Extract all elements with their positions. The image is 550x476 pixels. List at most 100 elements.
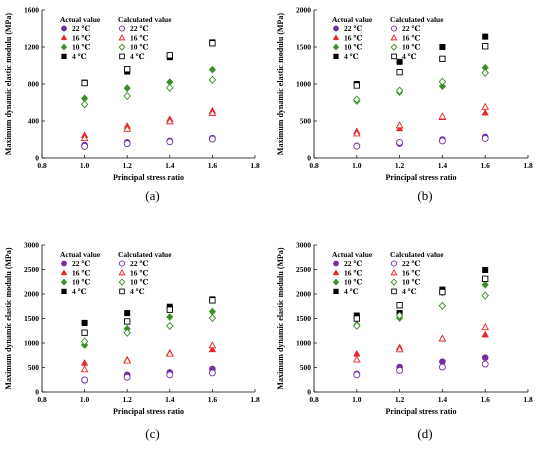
legend-label-calculated: 16 ℃	[130, 268, 148, 277]
legend-label-calculated: 10 ℃	[402, 43, 420, 52]
x-tick-label: 1.0	[80, 161, 90, 170]
legend-label-actual: 4 ℃	[72, 287, 87, 296]
data-point-calculated-16c	[438, 334, 447, 342]
legend-label-calculated: 22 ℃	[130, 24, 148, 33]
x-tick-label: 1.6	[208, 395, 218, 404]
chart-panel-a: 0.8 1.0 1.2 1.4 1.6 1.8 0 400 800 1200 1600 Princip…	[4, 6, 260, 203]
x-axis-title: Principal stress ratio	[113, 173, 184, 182]
data-point-calculated-4c	[439, 55, 446, 62]
panel-label: (d)	[417, 426, 432, 441]
y-tick-label: 400	[28, 117, 40, 126]
chart-panel-b: 0.8 1.0 1.2 1.4 1.6 1.8 0 500 1000 1500 2000 Princi…	[276, 6, 533, 203]
data-point-calculated-22c	[123, 140, 131, 148]
legend-marker-calculated	[390, 25, 398, 32]
data-point-calculated-16c	[165, 349, 174, 357]
data-point-calculated-10c	[208, 313, 217, 323]
y-tick-label: 2000	[24, 290, 39, 299]
legend-marker-calculated	[119, 53, 125, 60]
legend-label-actual: 4 ℃	[72, 52, 87, 61]
legend-marker-actual	[333, 288, 339, 295]
x-axis-title: Principal stress ratio	[386, 173, 457, 182]
data-point-calculated-4c	[209, 297, 216, 304]
x-tick-label: 1.8	[523, 161, 533, 170]
legend-marker-actual	[333, 53, 339, 60]
chart-panel-d: 0.8 1.0 1.2 1.4 1.6 1.8 0 500 1000 1500 2000 2500 30…	[276, 241, 533, 441]
data-point-calculated-10c	[481, 68, 489, 78]
data-point-calculated-22c	[353, 371, 361, 379]
legend-label-calculated: 22 ℃	[402, 259, 420, 268]
y-tick-label: 0	[307, 388, 311, 397]
x-tick-label: 1.0	[352, 161, 362, 170]
legend-marker-actual	[61, 53, 67, 60]
legend-marker-actual	[60, 278, 68, 286]
legend-marker-calculated	[390, 278, 398, 286]
legend-marker-actual	[61, 288, 67, 295]
legend-marker-actual	[332, 269, 340, 276]
data-point-calculated-22c	[438, 363, 446, 371]
legend-marker-actual	[332, 278, 340, 286]
legend-label-calculated: 22 ℃	[402, 24, 420, 33]
legend-title-calculated: Calculated value	[390, 15, 444, 24]
x-tick-label: 0.8	[37, 161, 47, 170]
data-point-calculated-16c	[208, 341, 217, 349]
x-tick-label: 1.4	[165, 161, 175, 170]
legend-marker-calculated	[390, 269, 398, 276]
x-tick-label: 1.4	[438, 395, 448, 404]
data-point-actual-10c	[208, 65, 216, 74]
x-tick-label: 1.2	[123, 161, 133, 170]
legend-label-actual: 10 ℃	[72, 43, 90, 52]
legend-marker-actual	[60, 269, 68, 276]
data-point-calculated-16c	[481, 323, 490, 331]
legend-title-calculated: Calculated value	[390, 250, 444, 259]
data-point-calculated-16c	[165, 117, 174, 125]
legend-title-calculated: Calculated value	[118, 250, 172, 259]
x-axis-title: Principal stress ratio	[113, 407, 184, 416]
data-point-calculated-4c	[396, 302, 403, 309]
data-point-actual-4c	[124, 310, 131, 317]
legend-marker-calculated	[390, 260, 398, 267]
x-tick-label: 1.4	[438, 161, 448, 170]
legend-label-actual: 16 ℃	[344, 33, 362, 42]
data-point-calculated-16c	[123, 124, 132, 132]
y-tick-label: 1500	[296, 314, 311, 323]
data-point-calculated-22c	[438, 137, 446, 145]
data-point-calculated-16c	[395, 121, 404, 129]
data-point-actual-16c	[353, 349, 361, 357]
x-tick-label: 1.0	[352, 395, 362, 404]
data-point-calculated-10c	[438, 301, 447, 310]
data-point-actual-10c	[481, 280, 489, 289]
x-tick-label: 1.8	[250, 395, 260, 404]
data-point-calculated-22c	[396, 366, 404, 374]
data-point-actual-16c	[80, 359, 89, 366]
y-tick-label: 2000	[296, 6, 311, 15]
legend-marker-calculated	[391, 288, 397, 295]
y-axis-title: Maximum dynamic elastic modulu (MPa)	[4, 247, 13, 390]
legend-label-calculated: 4 ℃	[402, 287, 417, 296]
legend-label-actual: 16 ℃	[72, 268, 90, 277]
data-point-actual-22c	[481, 354, 489, 362]
x-tick-label: 0.8	[309, 395, 319, 404]
legend-label-calculated: 16 ℃	[402, 33, 420, 42]
y-tick-label: 1000	[24, 339, 39, 348]
data-point-calculated-16c	[80, 133, 89, 141]
legend-label-calculated: 4 ℃	[402, 52, 417, 61]
legend-marker-calculated	[118, 25, 126, 32]
data-point-actual-4c	[439, 43, 446, 50]
data-point-calculated-16c	[395, 345, 404, 353]
legend-marker-actual	[332, 34, 340, 41]
legend-title-actual: Actual value	[60, 250, 101, 259]
y-tick-label: 3000	[296, 241, 311, 250]
legend-label-actual: 22 ℃	[344, 259, 362, 268]
data-point-actual-4c	[482, 33, 489, 40]
y-tick-label: 0	[35, 154, 39, 163]
data-point-actual-10c	[166, 313, 174, 321]
data-point-calculated-4c	[482, 43, 489, 50]
x-tick-label: 1.4	[165, 395, 175, 404]
x-tick-label: 1.6	[208, 161, 218, 170]
data-point-calculated-22c	[396, 139, 404, 146]
legend-marker-actual	[333, 25, 339, 32]
y-tick-label: 1500	[296, 43, 311, 52]
y-tick-label: 1500	[24, 314, 39, 323]
legend-title-calculated: Calculated value	[118, 15, 172, 24]
